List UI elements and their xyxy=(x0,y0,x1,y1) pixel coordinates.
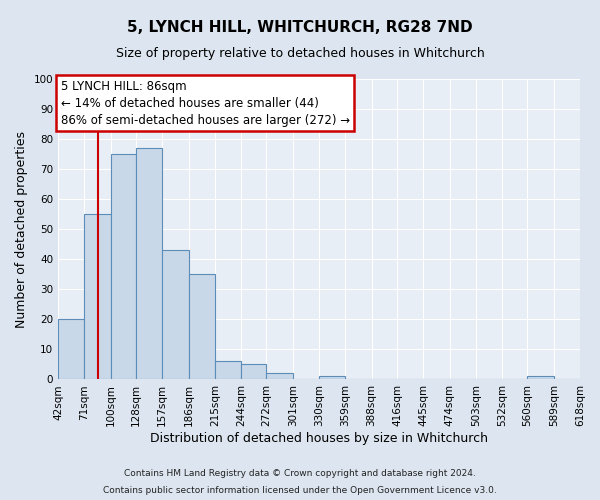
Bar xyxy=(110,154,136,380)
Bar xyxy=(85,214,110,380)
Text: Size of property relative to detached houses in Whitchurch: Size of property relative to detached ho… xyxy=(116,48,484,60)
X-axis label: Distribution of detached houses by size in Whitchurch: Distribution of detached houses by size … xyxy=(150,432,488,445)
Bar xyxy=(136,148,162,380)
Y-axis label: Number of detached properties: Number of detached properties xyxy=(15,130,28,328)
Bar xyxy=(215,362,241,380)
Text: 5, LYNCH HILL, WHITCHURCH, RG28 7ND: 5, LYNCH HILL, WHITCHURCH, RG28 7ND xyxy=(127,20,473,35)
Text: Contains HM Land Registry data © Crown copyright and database right 2024.: Contains HM Land Registry data © Crown c… xyxy=(124,468,476,477)
Bar xyxy=(527,376,554,380)
Bar xyxy=(319,376,345,380)
Bar xyxy=(266,374,293,380)
Bar xyxy=(188,274,215,380)
Text: Contains public sector information licensed under the Open Government Licence v3: Contains public sector information licen… xyxy=(103,486,497,495)
Text: 5 LYNCH HILL: 86sqm
← 14% of detached houses are smaller (44)
86% of semi-detach: 5 LYNCH HILL: 86sqm ← 14% of detached ho… xyxy=(61,80,350,126)
Bar xyxy=(241,364,266,380)
Bar xyxy=(162,250,188,380)
Bar xyxy=(58,320,85,380)
